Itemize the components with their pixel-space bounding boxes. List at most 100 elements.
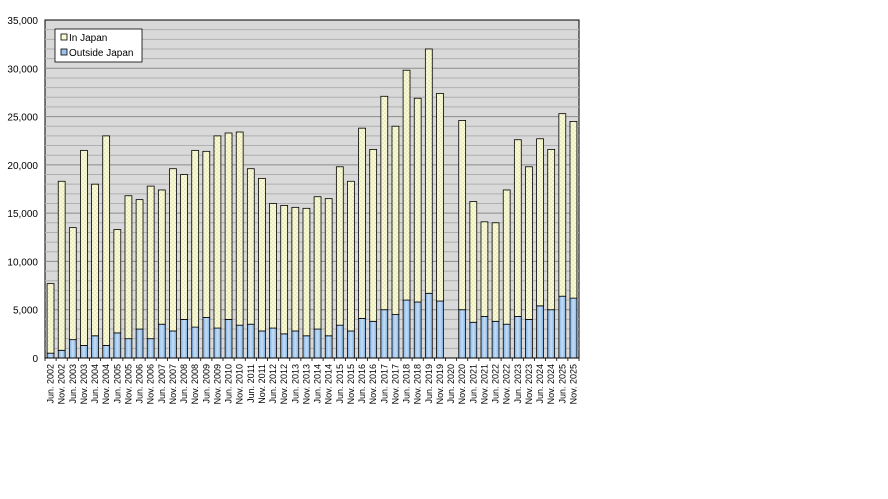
bar-outside-japan	[246, 323, 255, 359]
bar-outside-japan	[525, 318, 533, 359]
x-tick-label: Jun. 2025	[557, 364, 567, 404]
bar-outside-japan	[191, 326, 200, 359]
bar-outside-japan	[157, 323, 166, 359]
bar-in-japan	[258, 177, 266, 332]
bar-in-japan	[358, 127, 366, 319]
x-tick-label: Jun. 2017	[379, 364, 389, 404]
bar-outside-japan	[380, 309, 389, 359]
bar-in-japan	[335, 166, 344, 326]
bar-in-japan	[191, 149, 200, 328]
legend-swatch-outside-japan	[60, 48, 68, 56]
bar-outside-japan	[335, 324, 344, 359]
bar-outside-japan	[280, 333, 289, 359]
x-tick-label: Nov. 2023	[524, 364, 534, 404]
x-tick-label: Nov. 2009	[212, 364, 222, 404]
bar-in-japan	[547, 149, 556, 311]
x-tick-label: Jun. 2007	[157, 364, 167, 404]
bar-in-japan	[124, 195, 133, 340]
x-tick-label: Nov. 2006	[146, 364, 156, 404]
bar-in-japan	[369, 149, 378, 322]
bar-in-japan	[513, 139, 522, 317]
bar-in-japan	[380, 95, 389, 311]
bar-in-japan	[347, 180, 355, 332]
x-tick-label: Jun. 2016	[357, 364, 367, 404]
bar-outside-japan	[402, 299, 411, 359]
bar-in-japan	[146, 185, 155, 340]
x-tick-label: Nov. 2017	[390, 364, 400, 404]
bar-outside-japan	[224, 318, 233, 359]
bar-in-japan	[91, 183, 99, 337]
bar-outside-japan	[369, 320, 378, 359]
bar-in-japan	[324, 198, 333, 337]
x-tick-label: Jun. 2020	[446, 364, 456, 404]
legend-swatch-in-japan	[60, 33, 68, 41]
bar-outside-japan	[347, 330, 355, 359]
bar-in-japan	[169, 168, 177, 332]
x-tick-label: Jun. 2012	[268, 364, 278, 404]
x-tick-label: Jun. 2006	[135, 364, 145, 404]
bar-outside-japan	[57, 349, 66, 359]
bar-in-japan	[480, 221, 489, 317]
bar-in-japan	[458, 120, 467, 311]
x-tick-label: Nov. 2007	[168, 364, 178, 404]
x-tick-label: Nov. 2019	[435, 364, 445, 404]
bar-in-japan	[469, 201, 478, 323]
x-tick-label: Nov. 2018	[413, 364, 423, 404]
x-tick-label: Jun. 2009	[201, 364, 211, 404]
legend-label-in-japan: In Japan	[69, 33, 107, 44]
gridlines	[45, 29, 579, 349]
x-tick-label: Nov. 2011	[257, 364, 267, 404]
bar-in-japan	[113, 229, 122, 334]
x-tick-label: Nov. 2004	[101, 364, 111, 404]
y-tick-label: 35,000	[7, 16, 38, 27]
bar-outside-japan	[480, 316, 489, 359]
x-tick-label: Jun. 2008	[179, 364, 189, 404]
x-tick-label: Jun. 2024	[535, 364, 545, 404]
bar-outside-japan	[502, 323, 511, 359]
bar-in-japan	[536, 138, 544, 307]
bar-outside-japan	[436, 300, 444, 359]
bar-in-japan	[502, 189, 511, 325]
x-tick-label: Jun. 2019	[424, 364, 434, 404]
bar-outside-japan	[213, 327, 222, 359]
bar-outside-japan	[258, 330, 266, 359]
bar-outside-japan	[169, 330, 177, 359]
x-tick-label: Nov. 2012	[279, 364, 289, 404]
bar-in-japan	[213, 135, 222, 329]
x-tick-label: Jun. 2010	[224, 364, 234, 404]
legend: In Japan Outside Japan	[54, 28, 143, 63]
x-tick-label: Nov. 2025	[568, 364, 578, 404]
x-tick-label: Jun. 2015	[335, 364, 345, 404]
bar-outside-japan	[124, 338, 133, 359]
bar-in-japan	[391, 125, 400, 315]
x-tick-label: Nov. 2005	[123, 364, 133, 404]
bar-in-japan	[224, 132, 233, 320]
bar-outside-japan	[235, 324, 244, 359]
bar-outside-japan	[146, 338, 155, 359]
bar-in-japan	[280, 205, 289, 335]
x-tick-label: Nov. 2022	[502, 364, 512, 404]
bar-outside-japan	[180, 318, 188, 359]
bar-in-japan	[569, 121, 578, 299]
y-tick-label: 0	[32, 354, 38, 365]
x-tick-label: Nov. 2008	[190, 364, 200, 404]
bar-in-japan	[202, 150, 211, 318]
x-tick-label: Jun. 2004	[90, 364, 100, 404]
x-tick-label: Nov. 2020	[457, 364, 467, 404]
bar-in-japan	[68, 227, 77, 341]
bar-outside-japan	[135, 328, 144, 359]
x-tick-label: Jun. 2022	[491, 364, 501, 404]
bar-in-japan	[491, 222, 500, 322]
bar-in-japan	[558, 113, 567, 297]
bar-outside-japan	[113, 332, 122, 359]
x-tick-label: Nov. 2015	[346, 364, 356, 404]
bar-in-japan	[135, 199, 144, 330]
bar-in-japan	[291, 206, 300, 332]
x-tick-label: Nov. 2016	[368, 364, 378, 404]
bar-outside-japan	[313, 328, 322, 359]
bar-outside-japan	[558, 295, 567, 359]
y-tick-label: 20,000	[7, 161, 38, 172]
bar-in-japan	[180, 174, 188, 320]
bar-outside-japan	[68, 339, 77, 359]
